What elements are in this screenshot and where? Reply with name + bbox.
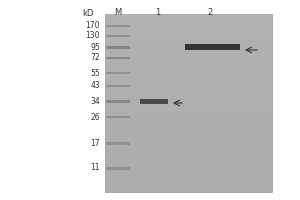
Bar [106,46,130,48]
Bar [105,174,272,179]
Text: 26: 26 [90,112,100,121]
Bar [105,67,272,72]
Bar [105,107,272,112]
Bar [105,170,272,174]
Bar [106,85,130,87]
Text: 2: 2 [207,8,213,17]
Text: 55: 55 [90,68,100,77]
Bar [105,161,272,165]
Bar [105,125,272,130]
Bar [106,142,130,144]
Bar [105,63,272,67]
Bar [105,143,272,147]
Bar [105,112,272,116]
Bar [105,81,272,85]
Bar [105,32,272,36]
Bar [105,121,272,125]
Bar [106,166,130,170]
Bar [105,27,272,32]
Bar [106,35,130,37]
Bar [105,58,272,63]
Bar [185,44,240,50]
Bar [105,18,272,23]
Text: 11: 11 [91,164,100,172]
Text: 34: 34 [90,97,100,106]
Text: 17: 17 [90,138,100,148]
Bar [106,25,130,27]
Bar [105,41,272,45]
Text: 170: 170 [85,21,100,30]
Bar [105,72,272,76]
Bar [105,50,272,54]
Bar [105,14,272,18]
Bar [106,99,130,102]
Bar [105,134,272,139]
Bar [105,139,272,143]
Bar [105,148,272,152]
Text: 1: 1 [155,8,160,17]
Text: M: M [114,8,122,17]
Text: 130: 130 [85,31,100,40]
Bar [105,90,272,94]
Bar [106,57,130,59]
Bar [105,156,272,161]
Text: 72: 72 [90,53,100,62]
Bar [105,179,272,183]
Bar [105,54,272,58]
Bar [105,94,272,99]
Bar [105,85,272,90]
Bar [105,183,272,188]
Bar [105,23,272,27]
Bar [105,45,272,50]
Bar [105,76,272,81]
Bar [105,152,272,156]
Bar [105,116,272,121]
Text: 95: 95 [90,43,100,51]
Bar [105,103,272,107]
Bar [105,165,272,170]
Bar [105,14,272,192]
Bar [105,188,272,192]
Text: kD: kD [82,9,93,18]
Bar [105,130,272,134]
Bar [105,36,272,41]
Bar [140,98,168,104]
Bar [106,116,130,118]
Bar [106,72,130,74]
Bar [105,99,272,103]
Text: 43: 43 [90,82,100,90]
